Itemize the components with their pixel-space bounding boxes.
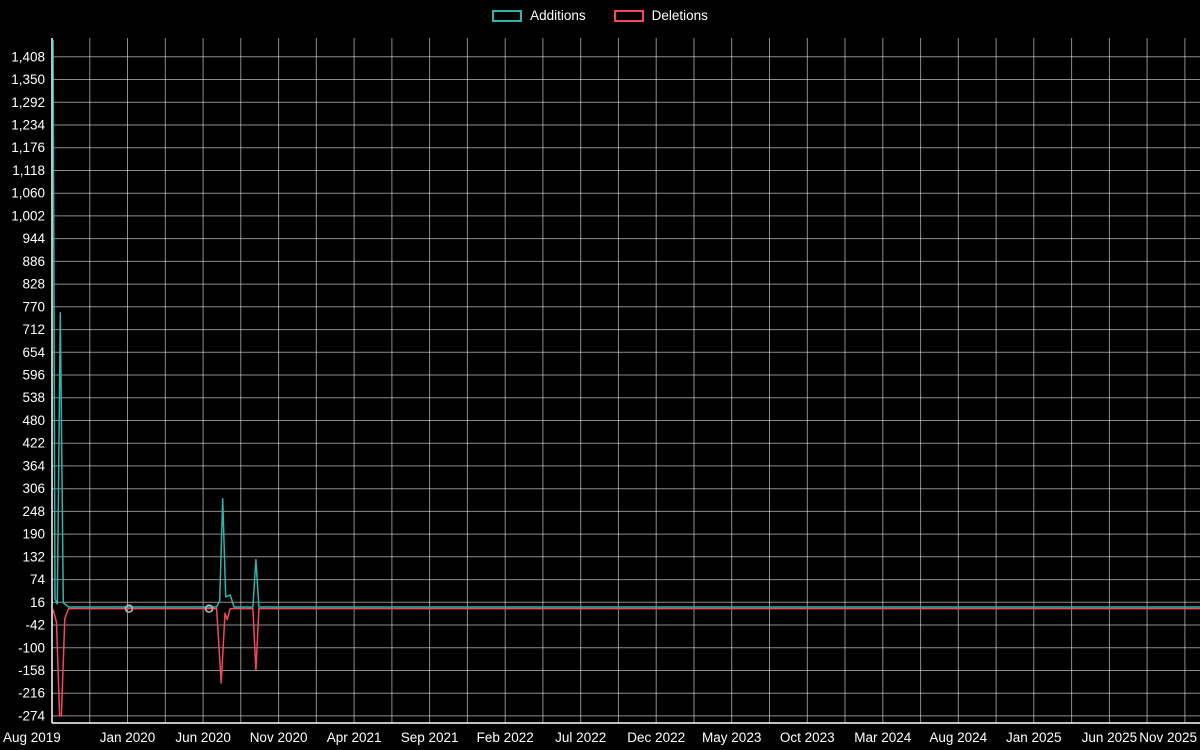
svg-text:1,292: 1,292 <box>11 95 45 110</box>
svg-text:Aug 2019: Aug 2019 <box>3 730 61 745</box>
svg-text:944: 944 <box>22 231 45 246</box>
series-line-deletions <box>52 607 1200 717</box>
svg-text:Dec 2022: Dec 2022 <box>627 730 685 745</box>
additions-swatch-icon <box>492 9 523 22</box>
svg-text:-42: -42 <box>25 618 45 633</box>
svg-text:Jan 2025: Jan 2025 <box>1006 730 1062 745</box>
svg-text:248: 248 <box>22 504 45 519</box>
svg-text:Nov 2020: Nov 2020 <box>250 730 308 745</box>
svg-text:Mar 2024: Mar 2024 <box>854 730 912 745</box>
svg-text:1,234: 1,234 <box>11 118 45 133</box>
svg-text:May 2023: May 2023 <box>702 730 761 745</box>
svg-text:828: 828 <box>22 277 45 292</box>
svg-text:596: 596 <box>22 368 45 383</box>
svg-text:364: 364 <box>22 458 45 473</box>
svg-text:306: 306 <box>22 481 45 496</box>
svg-text:Jan 2020: Jan 2020 <box>100 730 156 745</box>
legend-label-deletions: Deletions <box>651 8 708 23</box>
svg-text:Jun 2025: Jun 2025 <box>1082 730 1138 745</box>
svg-text:886: 886 <box>22 254 45 269</box>
axes <box>51 38 1200 724</box>
svg-text:-216: -216 <box>18 686 45 701</box>
svg-text:Oct 2023: Oct 2023 <box>780 730 835 745</box>
data-point-marker <box>204 604 214 613</box>
svg-text:Jun 2020: Jun 2020 <box>175 730 231 745</box>
svg-text:74: 74 <box>30 572 46 587</box>
y-axis-labels: 1,408 1,350 1,292 1,234 1,176 1,118 1,060 1,002… <box>11 49 45 723</box>
svg-text:1,118: 1,118 <box>12 163 45 178</box>
svg-text:Sep 2021: Sep 2021 <box>401 730 459 745</box>
svg-text:-100: -100 <box>18 640 45 655</box>
svg-text:1,408: 1,408 <box>11 49 45 64</box>
deletions-swatch-icon <box>613 9 644 22</box>
svg-text:132: 132 <box>22 549 45 564</box>
svg-text:Feb 2022: Feb 2022 <box>477 730 534 745</box>
legend-item-deletions[interactable]: Deletions <box>613 8 708 23</box>
svg-text:770: 770 <box>22 299 45 314</box>
chart-legend: Additions Deletions <box>0 8 1200 23</box>
svg-text:1,060: 1,060 <box>11 186 45 201</box>
svg-text:16: 16 <box>30 595 45 610</box>
svg-text:Aug 2024: Aug 2024 <box>929 730 987 745</box>
svg-text:712: 712 <box>22 322 45 337</box>
svg-text:Apr 2021: Apr 2021 <box>327 730 382 745</box>
legend-item-additions[interactable]: Additions <box>492 8 586 23</box>
data-point-marker <box>124 604 134 613</box>
legend-label-additions: Additions <box>530 8 586 23</box>
svg-text:-158: -158 <box>18 663 45 678</box>
svg-text:422: 422 <box>22 436 45 451</box>
svg-text:190: 190 <box>22 527 45 542</box>
x-axis-labels: Aug 2019 Jan 2020 Jun 2020 Nov 2020 Apr 2021… <box>3 730 1197 745</box>
svg-text:538: 538 <box>22 390 45 405</box>
svg-text:-274: -274 <box>18 708 46 723</box>
svg-text:654: 654 <box>22 345 45 360</box>
svg-text:1,176: 1,176 <box>11 140 45 155</box>
series-line-additions <box>52 39 1200 608</box>
svg-text:Jul 2022: Jul 2022 <box>555 730 606 745</box>
svg-text:480: 480 <box>22 413 45 428</box>
svg-text:1,350: 1,350 <box>11 72 45 87</box>
svg-text:1,002: 1,002 <box>11 208 45 223</box>
svg-text:Nov 2025: Nov 2025 <box>1139 730 1197 745</box>
